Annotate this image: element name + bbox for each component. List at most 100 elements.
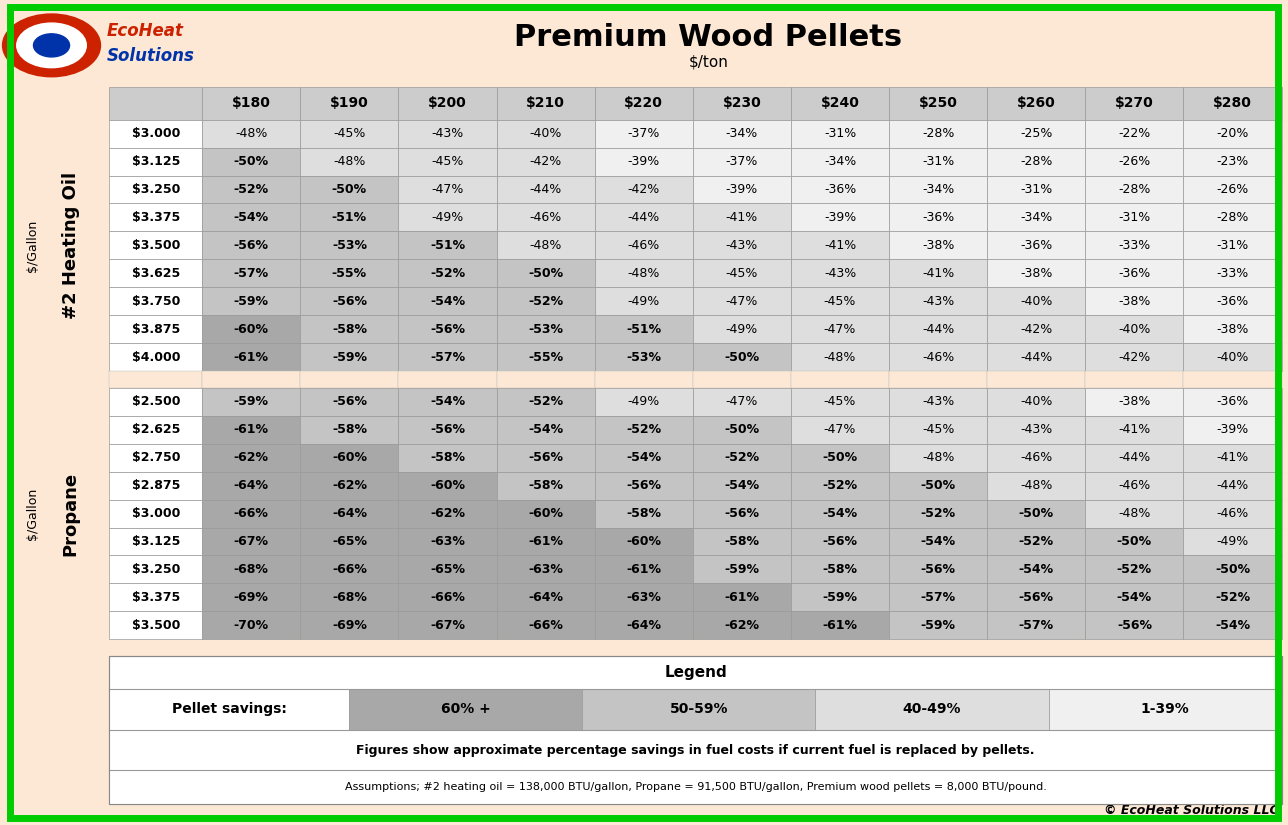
Text: -63%: -63% <box>626 591 661 604</box>
Bar <box>1184 87 1282 120</box>
Text: -49%: -49% <box>1216 535 1248 548</box>
Text: -49%: -49% <box>627 395 659 408</box>
Text: $250: $250 <box>918 97 957 110</box>
Text: -26%: -26% <box>1216 183 1248 196</box>
Text: -43%: -43% <box>922 295 954 308</box>
Text: -56%: -56% <box>332 395 367 408</box>
Text: -46%: -46% <box>1020 451 1052 464</box>
Bar <box>791 287 889 315</box>
Bar <box>1184 232 1282 259</box>
Text: -56%: -56% <box>626 479 661 492</box>
Bar <box>595 176 693 204</box>
Bar <box>791 583 889 611</box>
Text: Premium Wood Pellets: Premium Wood Pellets <box>514 22 903 52</box>
Bar <box>1086 315 1184 343</box>
Text: -59%: -59% <box>823 591 858 604</box>
Text: -49%: -49% <box>725 323 759 336</box>
Text: $/Gallon: $/Gallon <box>26 219 39 271</box>
Bar <box>595 371 693 388</box>
Bar <box>497 176 595 204</box>
Bar <box>349 689 582 730</box>
Bar <box>497 611 595 639</box>
Text: -52%: -52% <box>1215 591 1251 604</box>
Bar <box>987 232 1086 259</box>
Text: -50%: -50% <box>724 351 760 364</box>
Bar <box>595 287 693 315</box>
Text: -52%: -52% <box>823 479 858 492</box>
Text: -31%: -31% <box>922 155 954 168</box>
Bar <box>791 611 889 639</box>
Text: -44%: -44% <box>1020 351 1052 364</box>
Text: -50%: -50% <box>724 423 760 436</box>
Bar <box>497 148 595 176</box>
Text: -58%: -58% <box>528 479 563 492</box>
Bar <box>1086 472 1184 500</box>
Text: $260: $260 <box>1018 97 1056 110</box>
Text: -41%: -41% <box>824 239 857 252</box>
Text: -45%: -45% <box>922 423 954 436</box>
Bar <box>398 444 497 472</box>
Bar <box>693 500 791 527</box>
Bar <box>987 444 1086 472</box>
Text: -56%: -56% <box>823 535 858 548</box>
Bar <box>109 232 202 259</box>
Bar <box>1086 259 1184 287</box>
Bar <box>202 555 300 583</box>
Bar <box>791 232 889 259</box>
Bar <box>889 287 987 315</box>
Text: -23%: -23% <box>1216 155 1248 168</box>
Bar <box>1184 148 1282 176</box>
Bar <box>595 343 693 371</box>
Bar <box>109 555 202 583</box>
Text: -42%: -42% <box>529 155 562 168</box>
Text: -31%: -31% <box>1216 239 1248 252</box>
Bar <box>300 120 398 148</box>
Bar <box>1184 371 1282 388</box>
Text: -56%: -56% <box>1019 591 1054 604</box>
Bar <box>398 315 497 343</box>
Bar <box>987 176 1086 204</box>
Text: $2.750: $2.750 <box>131 451 180 464</box>
Text: -46%: -46% <box>922 351 954 364</box>
Text: -54%: -54% <box>724 479 760 492</box>
Bar <box>202 176 300 204</box>
Text: -46%: -46% <box>627 239 659 252</box>
Text: -52%: -52% <box>233 183 269 196</box>
Bar <box>987 259 1086 287</box>
Text: -48%: -48% <box>1020 479 1052 492</box>
Text: -56%: -56% <box>234 239 269 252</box>
Text: $240: $240 <box>820 97 859 110</box>
Text: -62%: -62% <box>724 619 760 632</box>
Text: -40%: -40% <box>529 127 562 140</box>
Bar <box>1086 176 1184 204</box>
Bar <box>595 416 693 444</box>
Text: -36%: -36% <box>1216 395 1248 408</box>
Bar <box>300 204 398 232</box>
Bar <box>1184 611 1282 639</box>
Bar <box>398 388 497 416</box>
Text: -61%: -61% <box>626 563 661 576</box>
Bar <box>693 444 791 472</box>
Text: -49%: -49% <box>627 295 659 308</box>
Text: $3.500: $3.500 <box>131 619 180 632</box>
Bar <box>202 232 300 259</box>
Bar <box>202 87 300 120</box>
Bar <box>398 371 497 388</box>
Text: -59%: -59% <box>234 295 269 308</box>
Bar <box>1184 315 1282 343</box>
Text: -44%: -44% <box>1118 451 1150 464</box>
Text: -58%: -58% <box>724 535 760 548</box>
Bar <box>202 583 300 611</box>
Text: -50%: -50% <box>1215 563 1251 576</box>
Bar <box>497 120 595 148</box>
Text: $3.125: $3.125 <box>131 535 180 548</box>
Text: -43%: -43% <box>725 239 759 252</box>
Text: -52%: -52% <box>430 267 465 280</box>
Bar <box>791 120 889 148</box>
Bar <box>398 120 497 148</box>
Text: -66%: -66% <box>332 563 367 576</box>
Bar <box>109 583 202 611</box>
Bar <box>300 259 398 287</box>
Text: -41%: -41% <box>1118 423 1150 436</box>
Text: -54%: -54% <box>233 211 269 224</box>
